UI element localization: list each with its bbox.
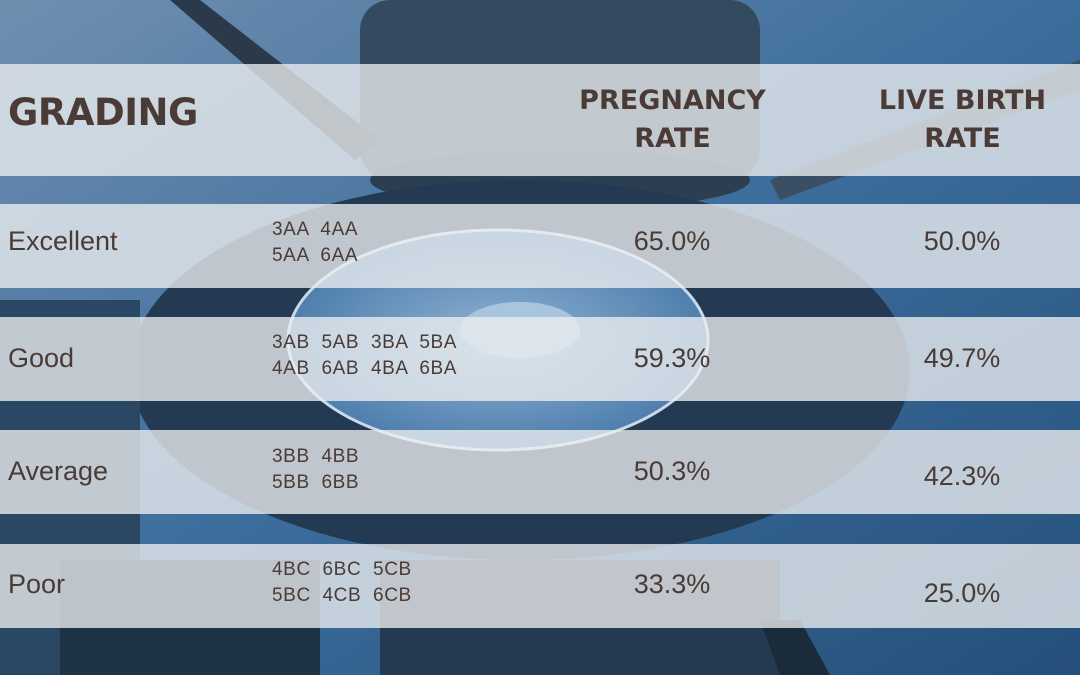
- codes-line: 5BB 6BB: [272, 472, 360, 493]
- pregnancy-rate-excellent: 65.0%: [633, 226, 711, 256]
- pregnancy-rate-poor: 33.3%: [633, 569, 711, 599]
- row-band-good: [0, 317, 1080, 401]
- codes-line: 4BC 6BC 5CB: [272, 559, 412, 580]
- live-birth-rate-average: 42.3%: [923, 461, 1001, 491]
- pregnancy-rate-heading: PREGNANCY RATE: [560, 82, 785, 158]
- pregnancy-heading-line2: RATE: [634, 123, 711, 154]
- grade-label-poor: Poor: [8, 569, 66, 599]
- codes-line: 3BB 4BB: [272, 446, 360, 467]
- live-birth-rate-heading: LIVE BIRTH RATE: [850, 82, 1075, 158]
- grade-codes-average: 3BB 4BB 5BB 6BB: [272, 444, 359, 496]
- grade-codes-good: 3AB 5AB 3BA 5BA 4AB 6AB 4BA 6BA: [272, 330, 457, 382]
- grade-label-good: Good: [8, 343, 75, 373]
- grading-heading: GRADING: [8, 91, 198, 134]
- row-band-average: [0, 430, 1080, 514]
- codes-line: 4AB 6AB 4BA 6BA: [272, 358, 458, 379]
- live-birth-rate-good: 49.7%: [923, 343, 1001, 373]
- live-birth-rate-excellent: 50.0%: [923, 226, 1001, 256]
- pregnancy-rate-good: 59.3%: [633, 343, 711, 373]
- live-heading-line1: LIVE BIRTH: [878, 85, 1047, 116]
- grade-label-average: Average: [8, 456, 109, 486]
- live-birth-rate-poor: 25.0%: [923, 578, 1001, 608]
- codes-line: 5AA 6AA: [272, 245, 359, 266]
- codes-line: 3AB 5AB 3BA 5BA: [272, 332, 458, 353]
- grade-codes-excellent: 3AA 4AA 5AA 6AA: [272, 217, 358, 269]
- codes-line: 5BC 4CB 6CB: [272, 585, 412, 606]
- grade-codes-poor: 4BC 6BC 5CB 5BC 4CB 6CB: [272, 557, 412, 609]
- pregnancy-rate-average: 50.3%: [633, 456, 711, 486]
- codes-line: 3AA 4AA: [272, 219, 359, 240]
- live-heading-line2: RATE: [924, 123, 1001, 154]
- row-band-poor: [0, 544, 1080, 628]
- pregnancy-heading-line1: PREGNANCY: [579, 85, 766, 116]
- grade-label-excellent: Excellent: [8, 226, 118, 256]
- row-band-excellent: [0, 204, 1080, 288]
- header-band: [0, 64, 1080, 176]
